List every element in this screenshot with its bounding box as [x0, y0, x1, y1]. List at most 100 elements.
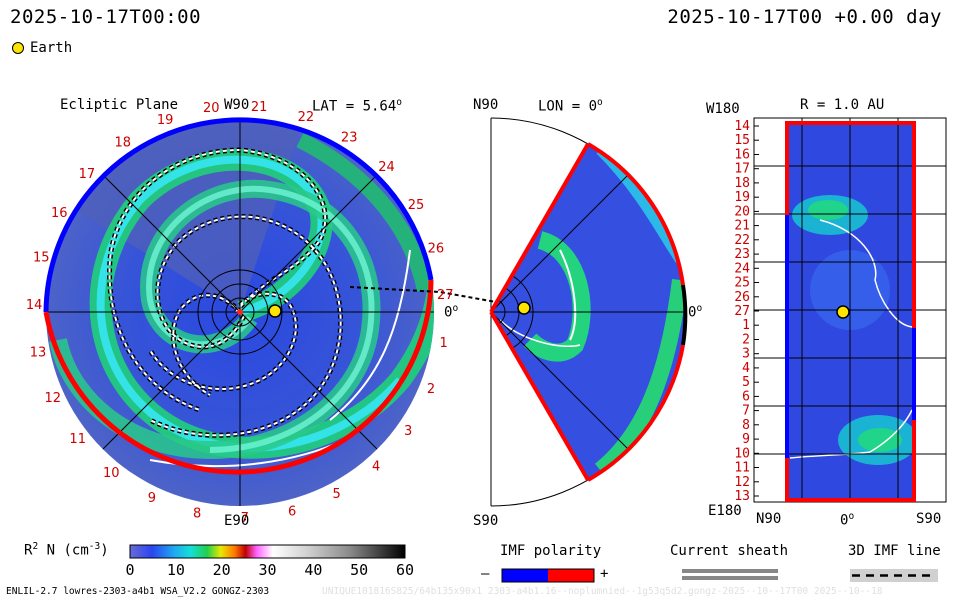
- colorbar-tick-label: 40: [304, 561, 323, 579]
- density-colorbar: [129, 544, 406, 559]
- colorbar-label: R2 N (cm-3): [24, 541, 109, 559]
- r-panel-ytick-label: 25: [734, 276, 750, 291]
- ecliptic-tick-label: 17: [79, 167, 96, 182]
- ecliptic-tick-label: 9: [148, 491, 156, 506]
- r-panel-ytick-label: 24: [734, 261, 750, 276]
- meridional-plane-plot: [489, 117, 688, 507]
- ecliptic-tick-label: 14: [26, 298, 43, 313]
- ecliptic-tick-label: 20: [203, 101, 220, 116]
- earth-marker-icon: [12, 42, 24, 54]
- colorbar-tick-label: 60: [396, 561, 415, 579]
- earth-marker-r-panel: [836, 305, 850, 319]
- imf-polarity-negative-swatch: [502, 569, 548, 582]
- ecliptic-tick-label: 7: [241, 511, 249, 526]
- ecliptic-tick-label: 3: [404, 424, 412, 439]
- ecliptic-tick-label: 12: [45, 391, 62, 406]
- r-panel-ytick-label: 15: [734, 133, 750, 148]
- r-panel-ytick-label: 6: [742, 389, 750, 404]
- meridional-top-axis: N90: [473, 97, 499, 113]
- r-panel-ytick-label: 3: [742, 347, 750, 362]
- model-info-footer: ENLIL-2.7 lowres-2303-a4b1 WSA_V2.2 GONG…: [6, 586, 270, 597]
- ecliptic-tick-label: 22: [298, 110, 315, 125]
- current-sheath-swatch: [682, 569, 778, 580]
- ecliptic-right-zero: 0o: [444, 303, 459, 321]
- r-panel-ytick-label: 17: [734, 162, 750, 177]
- r-panel-ytick-label: 27: [734, 304, 750, 319]
- ecliptic-tick-label: 5: [333, 487, 341, 502]
- ecliptic-tick-label: 15: [33, 251, 50, 266]
- ecliptic-tick-label: 16: [51, 206, 68, 221]
- colorbar-tick-label: 0: [125, 561, 135, 579]
- r-panel-x-mid: 0o: [840, 511, 855, 529]
- r-panel-ytick-label: 14: [734, 119, 750, 134]
- run-id-watermark: UNIQUE101816S825/64b135x90x1 2303-a4b1.1…: [322, 586, 883, 597]
- ecliptic-tick-label: 1: [439, 336, 447, 351]
- ecliptic-tick-label: 21: [251, 100, 268, 115]
- ecliptic-tick-label: 13: [30, 346, 47, 361]
- ecliptic-tick-label: 26: [428, 241, 445, 256]
- earth-legend-label: Earth: [30, 40, 73, 56]
- timestamp-left: 2025-10-17T00:00: [10, 6, 202, 28]
- r-panel-ytick-label: 16: [734, 148, 750, 163]
- imf-3d-line-swatch: [850, 569, 938, 582]
- ecliptic-tick-label: 19: [157, 113, 174, 128]
- earth-legend: Earth: [12, 40, 72, 56]
- r-panel-ytick-label: 19: [734, 190, 750, 205]
- colorbar-tick-label: 30: [258, 561, 277, 579]
- r-panel-ytick-label: 1: [742, 318, 750, 333]
- r-panel-ytick-label: 4: [742, 361, 750, 376]
- imf-polarity-positive-swatch: [548, 569, 594, 582]
- r-panel-ytick-label: 11: [734, 461, 750, 476]
- current-sheath-title: Current sheath: [670, 543, 789, 559]
- ecliptic-tick-label: 4: [372, 460, 380, 475]
- r-panel-ytick-label: 12: [734, 475, 750, 490]
- r-panel-title: R = 1.0 AU: [800, 97, 885, 113]
- ecliptic-tick-label: 11: [69, 432, 86, 447]
- imf-polarity-title: IMF polarity: [500, 543, 602, 559]
- r-panel-x-left: N90: [756, 511, 782, 527]
- imf-polarity-plus: +: [600, 566, 609, 582]
- ecliptic-tick-label: 10: [103, 466, 120, 481]
- r-panel-ytick-label: 20: [734, 204, 750, 219]
- meridional-right-zero: 0o: [688, 303, 703, 321]
- ecliptic-bottom-axis: E90: [224, 513, 250, 529]
- imf-3d-line-title: 3D IMF line: [848, 543, 941, 559]
- ecliptic-tick-label: 2: [427, 382, 435, 397]
- r-panel-ytick-label: 5: [742, 375, 750, 390]
- timestamp-right: 2025-10-17T00 +0.00 day: [667, 6, 942, 28]
- colorbar-tick-label: 20: [212, 561, 231, 579]
- ecliptic-tick-label: 27: [437, 288, 454, 303]
- r-panel-ytick-label: 18: [734, 176, 750, 191]
- earth-marker-meridional: [517, 301, 531, 315]
- r-panel-ytick-label: 8: [742, 418, 750, 433]
- ecliptic-plane-plot: [43, 117, 525, 506]
- meridional-lon-label: LON = 0o: [538, 97, 603, 115]
- ecliptic-tick-label: 18: [115, 136, 132, 151]
- ecliptic-lat-label: LAT = 5.64o: [312, 97, 403, 115]
- r-panel-ytick-label: 23: [734, 247, 750, 262]
- ecliptic-tick-label: 25: [408, 198, 425, 213]
- meridional-bottom-axis: S90: [473, 513, 499, 529]
- r-panel-ytick-label: 13: [734, 489, 750, 504]
- r-panel-ytick-label: 10: [734, 446, 750, 461]
- imf-polarity-minus: –: [481, 566, 490, 582]
- r-panel-ytick-label: 26: [734, 290, 750, 305]
- r-panel-ytick-label: 7: [742, 404, 750, 419]
- r-panel-ytick-label: 9: [742, 432, 750, 447]
- ecliptic-tick-label: 8: [193, 507, 201, 522]
- r-panel-ytick-label: 21: [734, 219, 750, 234]
- r-panel-top-left: W180: [706, 101, 740, 117]
- colorbar-tick-label: 50: [350, 561, 369, 579]
- r-panel-ytick-label: 22: [734, 233, 750, 248]
- r-panel-bottom-left: E180: [708, 503, 742, 519]
- r-1au-map-plot: 1415161718192021222324252627123456789101…: [734, 117, 947, 504]
- ecliptic-title: Ecliptic Plane: [60, 97, 179, 113]
- earth-marker-ecliptic: [268, 304, 282, 318]
- r-panel-ytick-label: 2: [742, 333, 750, 348]
- ecliptic-top-axis: W90: [224, 97, 250, 113]
- ecliptic-tick-label: 24: [378, 160, 395, 175]
- colorbar-tick-label: 10: [166, 561, 185, 579]
- r-panel-x-right: S90: [916, 511, 942, 527]
- ecliptic-tick-label: 6: [288, 504, 296, 519]
